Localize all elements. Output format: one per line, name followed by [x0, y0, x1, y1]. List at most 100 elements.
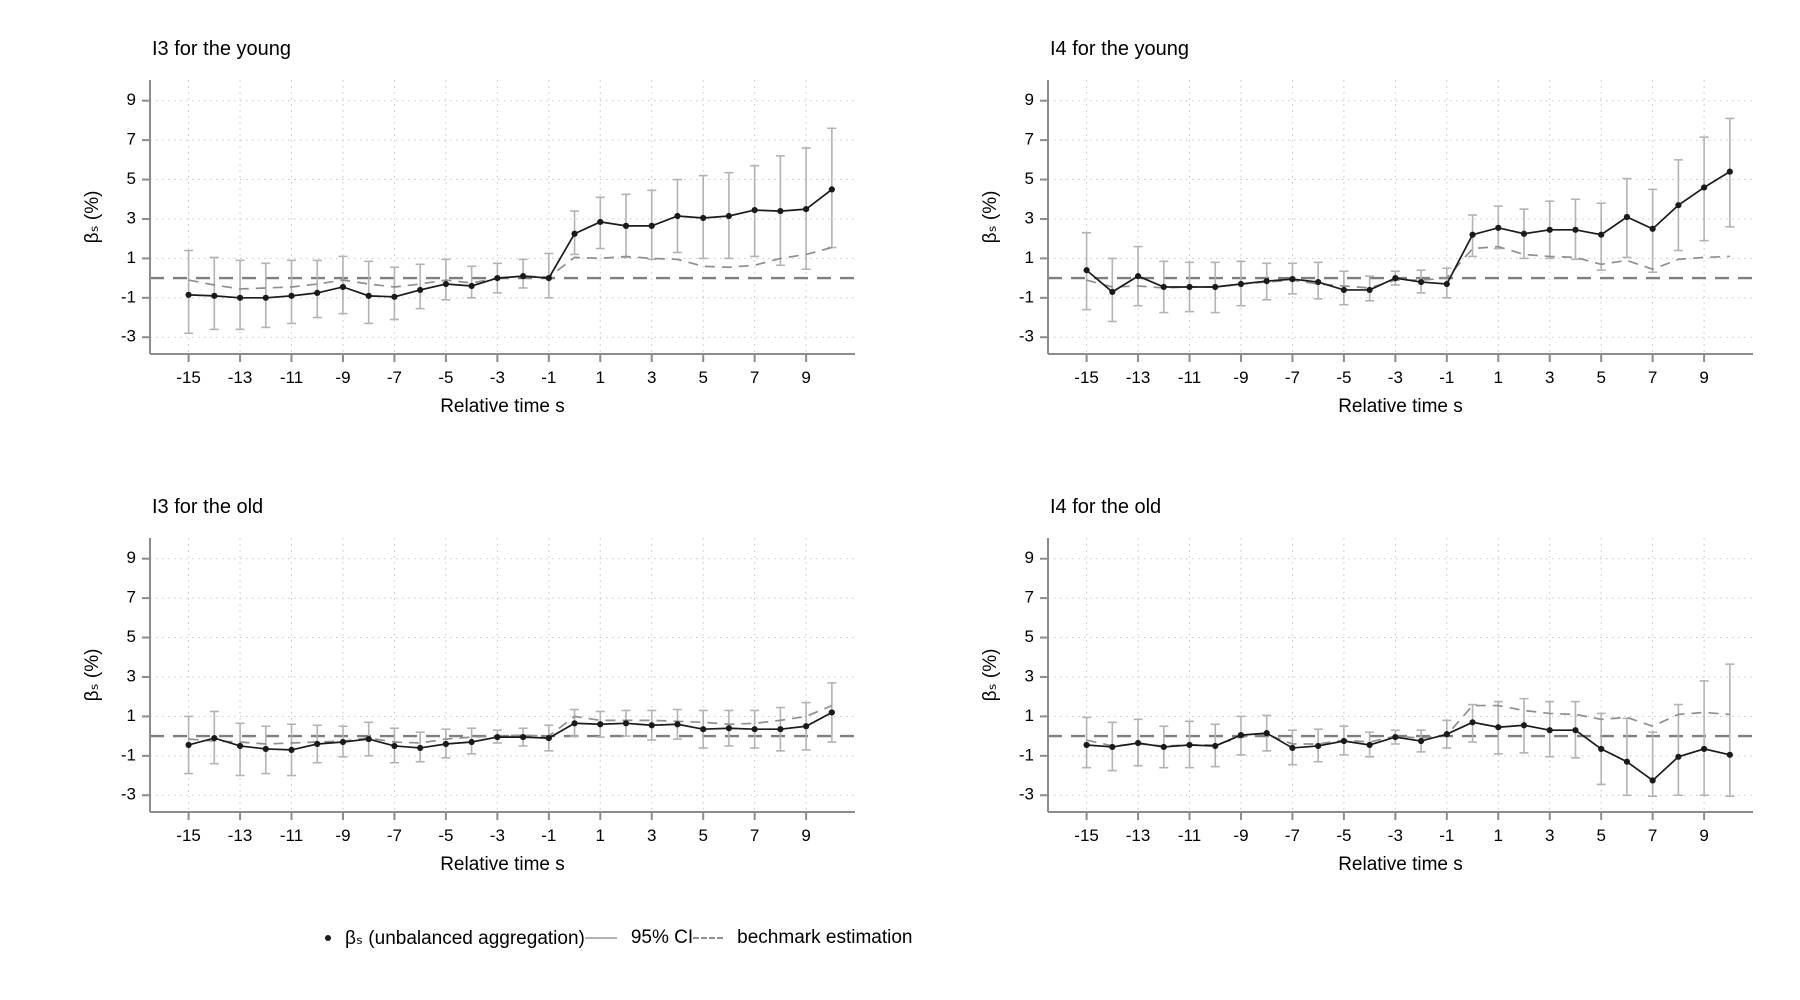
- svg-text:-9: -9: [1233, 826, 1248, 845]
- svg-text:-3: -3: [490, 368, 505, 387]
- svg-text:-15: -15: [1074, 368, 1099, 387]
- svg-text:-1: -1: [541, 826, 556, 845]
- svg-text:-15: -15: [176, 826, 201, 845]
- svg-text:-5: -5: [1336, 826, 1351, 845]
- svg-text:5: 5: [127, 169, 136, 188]
- svg-text:1: 1: [1025, 706, 1034, 725]
- svg-text:1: 1: [127, 248, 136, 267]
- svg-text:-9: -9: [335, 826, 350, 845]
- svg-text:βₛ (%): βₛ (%): [980, 649, 1001, 702]
- svg-text:-3: -3: [490, 826, 505, 845]
- svg-text:-3: -3: [121, 785, 136, 804]
- svg-text:3: 3: [1545, 368, 1554, 387]
- svg-text:1: 1: [1494, 368, 1503, 387]
- svg-text:7: 7: [1025, 588, 1034, 607]
- svg-text:1: 1: [1494, 826, 1503, 845]
- svg-text:-13: -13: [1126, 368, 1151, 387]
- panel-title: I4 for the old: [1050, 496, 1162, 518]
- svg-text:7: 7: [750, 368, 759, 387]
- svg-text:-1: -1: [121, 287, 136, 306]
- svg-text:-13: -13: [228, 826, 253, 845]
- legend-beta-label: βₛ (unbalanced aggregation): [345, 927, 585, 949]
- panel-title: I3 for the old: [152, 496, 264, 518]
- svg-text:-3: -3: [1388, 368, 1403, 387]
- legend-item-benchmark: bechmark estimation: [693, 927, 912, 949]
- svg-text:1: 1: [127, 706, 136, 725]
- panel-title: I3 for the young: [152, 38, 291, 60]
- svg-text:-1: -1: [1019, 287, 1034, 306]
- svg-text:-13: -13: [1126, 826, 1151, 845]
- svg-text:7: 7: [127, 588, 136, 607]
- svg-text:5: 5: [698, 826, 707, 845]
- svg-text:7: 7: [1648, 368, 1657, 387]
- svg-text:-1: -1: [541, 368, 556, 387]
- svg-text:5: 5: [1025, 627, 1034, 646]
- svg-text:7: 7: [1025, 130, 1034, 149]
- svg-text:-7: -7: [1285, 368, 1300, 387]
- legend-ci-label: 95% CI: [630, 927, 694, 948]
- svg-text:Relative time s: Relative time s: [440, 396, 565, 417]
- svg-text:9: 9: [1025, 90, 1034, 109]
- svg-text:-5: -5: [1336, 368, 1351, 387]
- svg-text:-9: -9: [1233, 368, 1248, 387]
- legend-benchmark-label: bechmark estimation: [737, 927, 913, 948]
- svg-text:5: 5: [127, 627, 136, 646]
- svg-text:5: 5: [1025, 169, 1034, 188]
- svg-text:-9: -9: [335, 368, 350, 387]
- benchmark-dash-icon: [693, 937, 724, 939]
- svg-text:3: 3: [1545, 826, 1554, 845]
- svg-text:3: 3: [1025, 208, 1034, 227]
- svg-text:9: 9: [1025, 548, 1034, 567]
- svg-text:-11: -11: [1178, 368, 1201, 387]
- svg-text:-1: -1: [1439, 826, 1454, 845]
- svg-text:9: 9: [801, 368, 810, 387]
- svg-text:-15: -15: [1074, 826, 1099, 845]
- svg-text:7: 7: [127, 130, 136, 149]
- legend-item-beta: βₛ (unbalanced aggregation): [325, 927, 585, 950]
- svg-text:5: 5: [1596, 826, 1605, 845]
- svg-text:βₛ (%): βₛ (%): [82, 649, 103, 702]
- svg-text:-1: -1: [1019, 745, 1034, 764]
- svg-text:3: 3: [127, 666, 136, 685]
- svg-text:5: 5: [698, 368, 707, 387]
- svg-text:9: 9: [1699, 368, 1708, 387]
- svg-text:3: 3: [127, 208, 136, 227]
- panel-i3-old: I3 for the old -3 -1 1 3 5 7 9 -15 -13 -11 -9 -7 -5-…: [0, 472, 880, 890]
- panel-i3-young: I3 for the young -3 -1 1 3 5 7 9 -15 -13 -11 -9 -7-…: [0, 14, 880, 432]
- svg-text:-5: -5: [438, 826, 453, 845]
- svg-text:-1: -1: [121, 745, 136, 764]
- svg-text:-3: -3: [1019, 327, 1034, 346]
- svg-text:3: 3: [1025, 666, 1034, 685]
- svg-text:7: 7: [1648, 826, 1657, 845]
- svg-text:-11: -11: [280, 826, 303, 845]
- svg-text:-15: -15: [176, 368, 201, 387]
- svg-text:-7: -7: [387, 826, 402, 845]
- svg-text:5: 5: [1596, 368, 1605, 387]
- svg-text:-3: -3: [121, 327, 136, 346]
- svg-text:-3: -3: [1388, 826, 1403, 845]
- svg-text:1: 1: [1025, 248, 1034, 267]
- panel-i4-young: I4 for the young -3 -1 1 3 5 7 9 -15 -13 -11 -9 -7-…: [898, 14, 1778, 432]
- svg-text:7: 7: [750, 826, 759, 845]
- svg-text:-3: -3: [1019, 785, 1034, 804]
- svg-text:Relative time s: Relative time s: [1338, 396, 1463, 417]
- svg-text:-7: -7: [387, 368, 402, 387]
- svg-text:1: 1: [596, 826, 605, 845]
- ci-line-icon: [584, 937, 617, 939]
- svg-text:9: 9: [127, 548, 136, 567]
- panel-title: I4 for the young: [1050, 38, 1189, 60]
- svg-text:9: 9: [801, 826, 810, 845]
- svg-text:βₛ (%): βₛ (%): [980, 191, 1001, 244]
- svg-text:-11: -11: [280, 368, 303, 387]
- svg-text:-11: -11: [1178, 826, 1201, 845]
- svg-text:-13: -13: [228, 368, 253, 387]
- svg-text:9: 9: [1699, 826, 1708, 845]
- legend: βₛ (unbalanced aggregation) 95% CI bechm…: [0, 908, 1800, 968]
- beta-marker-icon: [325, 935, 331, 941]
- svg-text:-5: -5: [438, 368, 453, 387]
- svg-text:3: 3: [647, 826, 656, 845]
